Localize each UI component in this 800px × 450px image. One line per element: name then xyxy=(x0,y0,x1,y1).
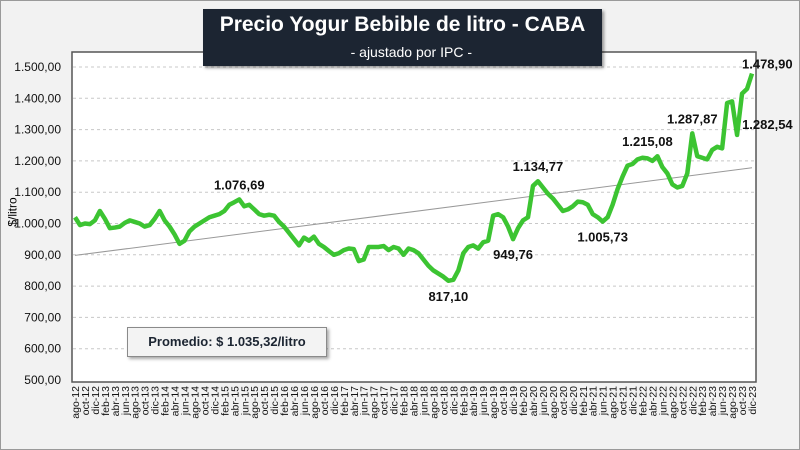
x-tick-label: oct-17 xyxy=(379,386,391,415)
x-tick-label: feb-16 xyxy=(279,386,291,416)
x-tick-label: oct-19 xyxy=(498,386,510,415)
x-tick-label: abr-15 xyxy=(229,386,241,417)
x-tick-label: jun-19 xyxy=(478,386,490,416)
x-tick-label: jun-13 xyxy=(120,386,132,416)
x-tick-label: abr-19 xyxy=(468,386,480,417)
x-tick-label: dic-23 xyxy=(747,386,759,415)
x-tick-label: feb-20 xyxy=(518,386,530,416)
y-tick-label: 500,00 xyxy=(24,373,61,387)
x-tick-label: feb-18 xyxy=(399,386,411,416)
x-tick-label: ago-13 xyxy=(130,386,142,419)
x-tick-label: dic-19 xyxy=(508,386,520,415)
data-label: 817,10 xyxy=(428,289,468,304)
x-tick-label: ago-12 xyxy=(70,386,82,419)
x-tick-label: jun-15 xyxy=(239,386,251,416)
x-tick-label: ago-20 xyxy=(548,386,560,419)
x-tick-label: feb-19 xyxy=(458,386,470,416)
x-tick-label: ago-23 xyxy=(727,386,739,419)
x-tick-label: ago-18 xyxy=(428,386,440,419)
x-tick-label: abr-18 xyxy=(409,386,421,417)
x-tick-label: oct-20 xyxy=(558,386,570,415)
y-tick-label: 900,00 xyxy=(24,248,61,262)
data-label: 1.076,69 xyxy=(214,177,265,192)
x-tick-label: oct-23 xyxy=(737,386,749,415)
x-tick-label: dic-22 xyxy=(687,386,699,415)
x-tick-label: dic-20 xyxy=(568,386,580,415)
data-label: 1.215,08 xyxy=(622,134,673,149)
x-tick-label: oct-18 xyxy=(438,386,450,415)
x-tick-label: abr-16 xyxy=(289,386,301,417)
x-tick-label: dic-13 xyxy=(150,386,162,415)
x-tick-label: dic-21 xyxy=(628,386,640,415)
x-tick-label: jun-14 xyxy=(180,386,192,416)
x-tick-label: feb-14 xyxy=(160,386,172,416)
x-tick-label: oct-14 xyxy=(199,386,211,415)
x-tick-label: oct-13 xyxy=(140,386,152,415)
trendline xyxy=(74,167,753,256)
y-tick-label: 700,00 xyxy=(24,310,61,324)
x-tick-label: ago-22 xyxy=(667,386,679,419)
y-tick-label: 1.000,00 xyxy=(14,217,61,231)
y-axis-label: $/litro xyxy=(5,197,20,227)
x-tick-label: ago-19 xyxy=(488,386,500,419)
x-tick-label: jun-21 xyxy=(598,386,610,416)
x-tick-label: ago-14 xyxy=(189,386,201,419)
chart-title-box: Precio Yogur Bebible de litro - CABA - a… xyxy=(203,9,602,66)
x-tick-label: abr-21 xyxy=(588,386,600,417)
y-tick-label: 1.200,00 xyxy=(14,154,61,168)
x-tick-label: abr-17 xyxy=(349,386,361,417)
x-tick-label: jun-16 xyxy=(299,386,311,416)
y-tick-label: 1.500,00 xyxy=(14,60,61,74)
x-tick-label: feb-13 xyxy=(100,386,112,416)
x-tick-label: dic-18 xyxy=(448,386,460,415)
x-tick-label: feb-21 xyxy=(578,386,590,416)
data-label: 1.134,77 xyxy=(513,159,564,174)
data-label: 1.282,54 xyxy=(742,117,793,132)
x-tick-label: feb-23 xyxy=(697,386,709,416)
x-tick-label: jun-22 xyxy=(657,386,669,416)
x-tick-label: abr-22 xyxy=(647,386,659,417)
x-tick-label: dic-17 xyxy=(389,386,401,415)
x-tick-label: ago-17 xyxy=(369,386,381,419)
y-tick-label: 800,00 xyxy=(24,279,61,293)
x-tick-label: jun-23 xyxy=(717,386,729,416)
x-tick-label: oct-22 xyxy=(677,386,689,415)
x-tick-label: abr-20 xyxy=(528,386,540,417)
x-tick-label: oct-15 xyxy=(259,386,271,415)
x-tick-label: oct-12 xyxy=(80,386,92,415)
x-tick-label: feb-22 xyxy=(637,386,649,416)
x-tick-label: dic-12 xyxy=(90,386,102,415)
x-tick-label: ago-16 xyxy=(309,386,321,419)
y-tick-label: 600,00 xyxy=(24,342,61,356)
x-tick-label: feb-17 xyxy=(339,386,351,416)
chart-subtitle: - ajustado por IPC - xyxy=(350,44,472,60)
x-tick-label: oct-21 xyxy=(618,386,630,415)
series-line-precio xyxy=(73,72,755,284)
x-tick-label: abr-23 xyxy=(707,386,719,417)
data-label: 949,76 xyxy=(493,247,533,262)
y-tick-label: 1.300,00 xyxy=(14,123,61,137)
x-tick-label: dic-14 xyxy=(209,386,221,415)
x-tick-label: ago-15 xyxy=(249,386,261,419)
x-tick-label: dic-16 xyxy=(329,386,341,415)
chart-title: Precio Yogur Bebible de litro - CABA xyxy=(219,13,586,36)
x-tick-label: dic-15 xyxy=(269,386,281,415)
data-label: 1.005,73 xyxy=(577,230,628,245)
data-label: 1.287,87 xyxy=(667,111,718,126)
data-label: 1.478,90 xyxy=(742,57,793,72)
x-tick-label: jun-20 xyxy=(538,386,550,416)
x-tick-label: jun-17 xyxy=(359,386,371,416)
x-tick-label: abr-13 xyxy=(110,386,122,417)
x-tick-label: ago-21 xyxy=(608,386,620,419)
x-tick-label: oct-16 xyxy=(319,386,331,415)
x-tick-label: jun-18 xyxy=(418,386,430,416)
y-tick-label: 1.400,00 xyxy=(14,91,61,105)
x-tick-label: abr-14 xyxy=(170,386,182,417)
x-tick-label: feb-15 xyxy=(219,386,231,416)
y-tick-label: 1.100,00 xyxy=(14,185,61,199)
average-box: Promedio: $ 1.035,32/litro xyxy=(127,327,327,357)
